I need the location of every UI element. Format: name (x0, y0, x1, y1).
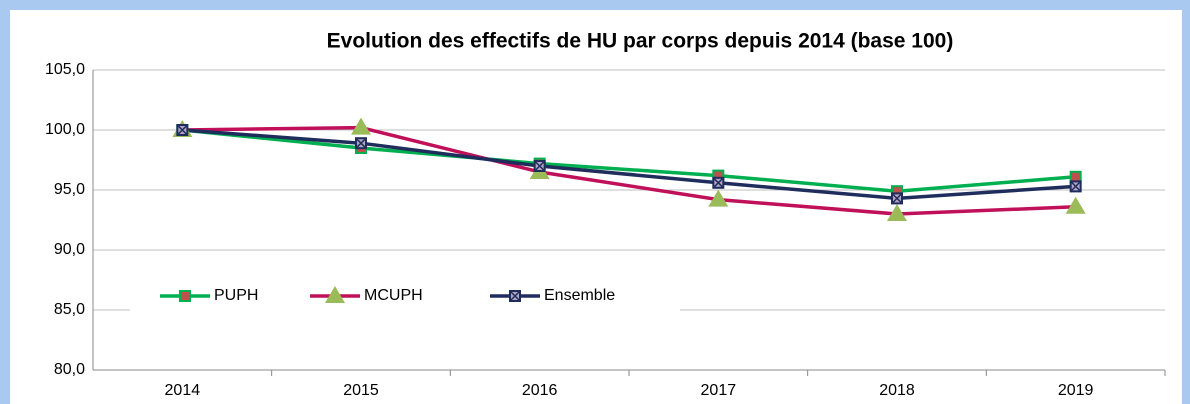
marker (708, 189, 729, 207)
y-tick-label: 100,0 (45, 121, 85, 138)
y-tick-label: 90,0 (54, 241, 85, 258)
marker (887, 204, 907, 221)
marker-cross (892, 193, 902, 203)
marker-cross (510, 291, 520, 301)
y-tick-label: 85,0 (54, 301, 85, 318)
legend-marker (179, 290, 191, 302)
series-line (182, 128, 1076, 193)
marker (1065, 196, 1086, 214)
chart-area (10, 10, 1182, 404)
marker (351, 117, 371, 135)
marker-cross (1071, 181, 1081, 191)
y-tick-label: 95,0 (54, 181, 85, 198)
legend-label: MCUPH (364, 287, 423, 304)
y-tick-label: 105,0 (45, 61, 85, 78)
x-tick-label: 2017 (701, 382, 737, 399)
legend-label: PUPH (214, 287, 258, 304)
chart-title: Evolution des effectifs de HU par corps … (327, 30, 954, 53)
marker-cross (713, 178, 723, 188)
marker (1069, 170, 1082, 183)
marker-cross (356, 138, 366, 148)
legend-box (130, 280, 680, 313)
x-tick-label: 2015 (343, 382, 379, 399)
series-line (182, 125, 1076, 216)
legend-label: Ensemble (544, 287, 615, 304)
x-tick-label: 2016 (522, 382, 558, 399)
x-tick-label: 2018 (879, 382, 915, 399)
y-tick-label: 80,0 (54, 361, 85, 378)
marker-cross (535, 161, 545, 171)
marker-cross (177, 125, 187, 135)
legend-marker (325, 286, 345, 303)
x-tick-label: 2014 (165, 382, 201, 399)
x-tick-label: 2019 (1058, 382, 1094, 399)
series-line (182, 128, 1076, 201)
